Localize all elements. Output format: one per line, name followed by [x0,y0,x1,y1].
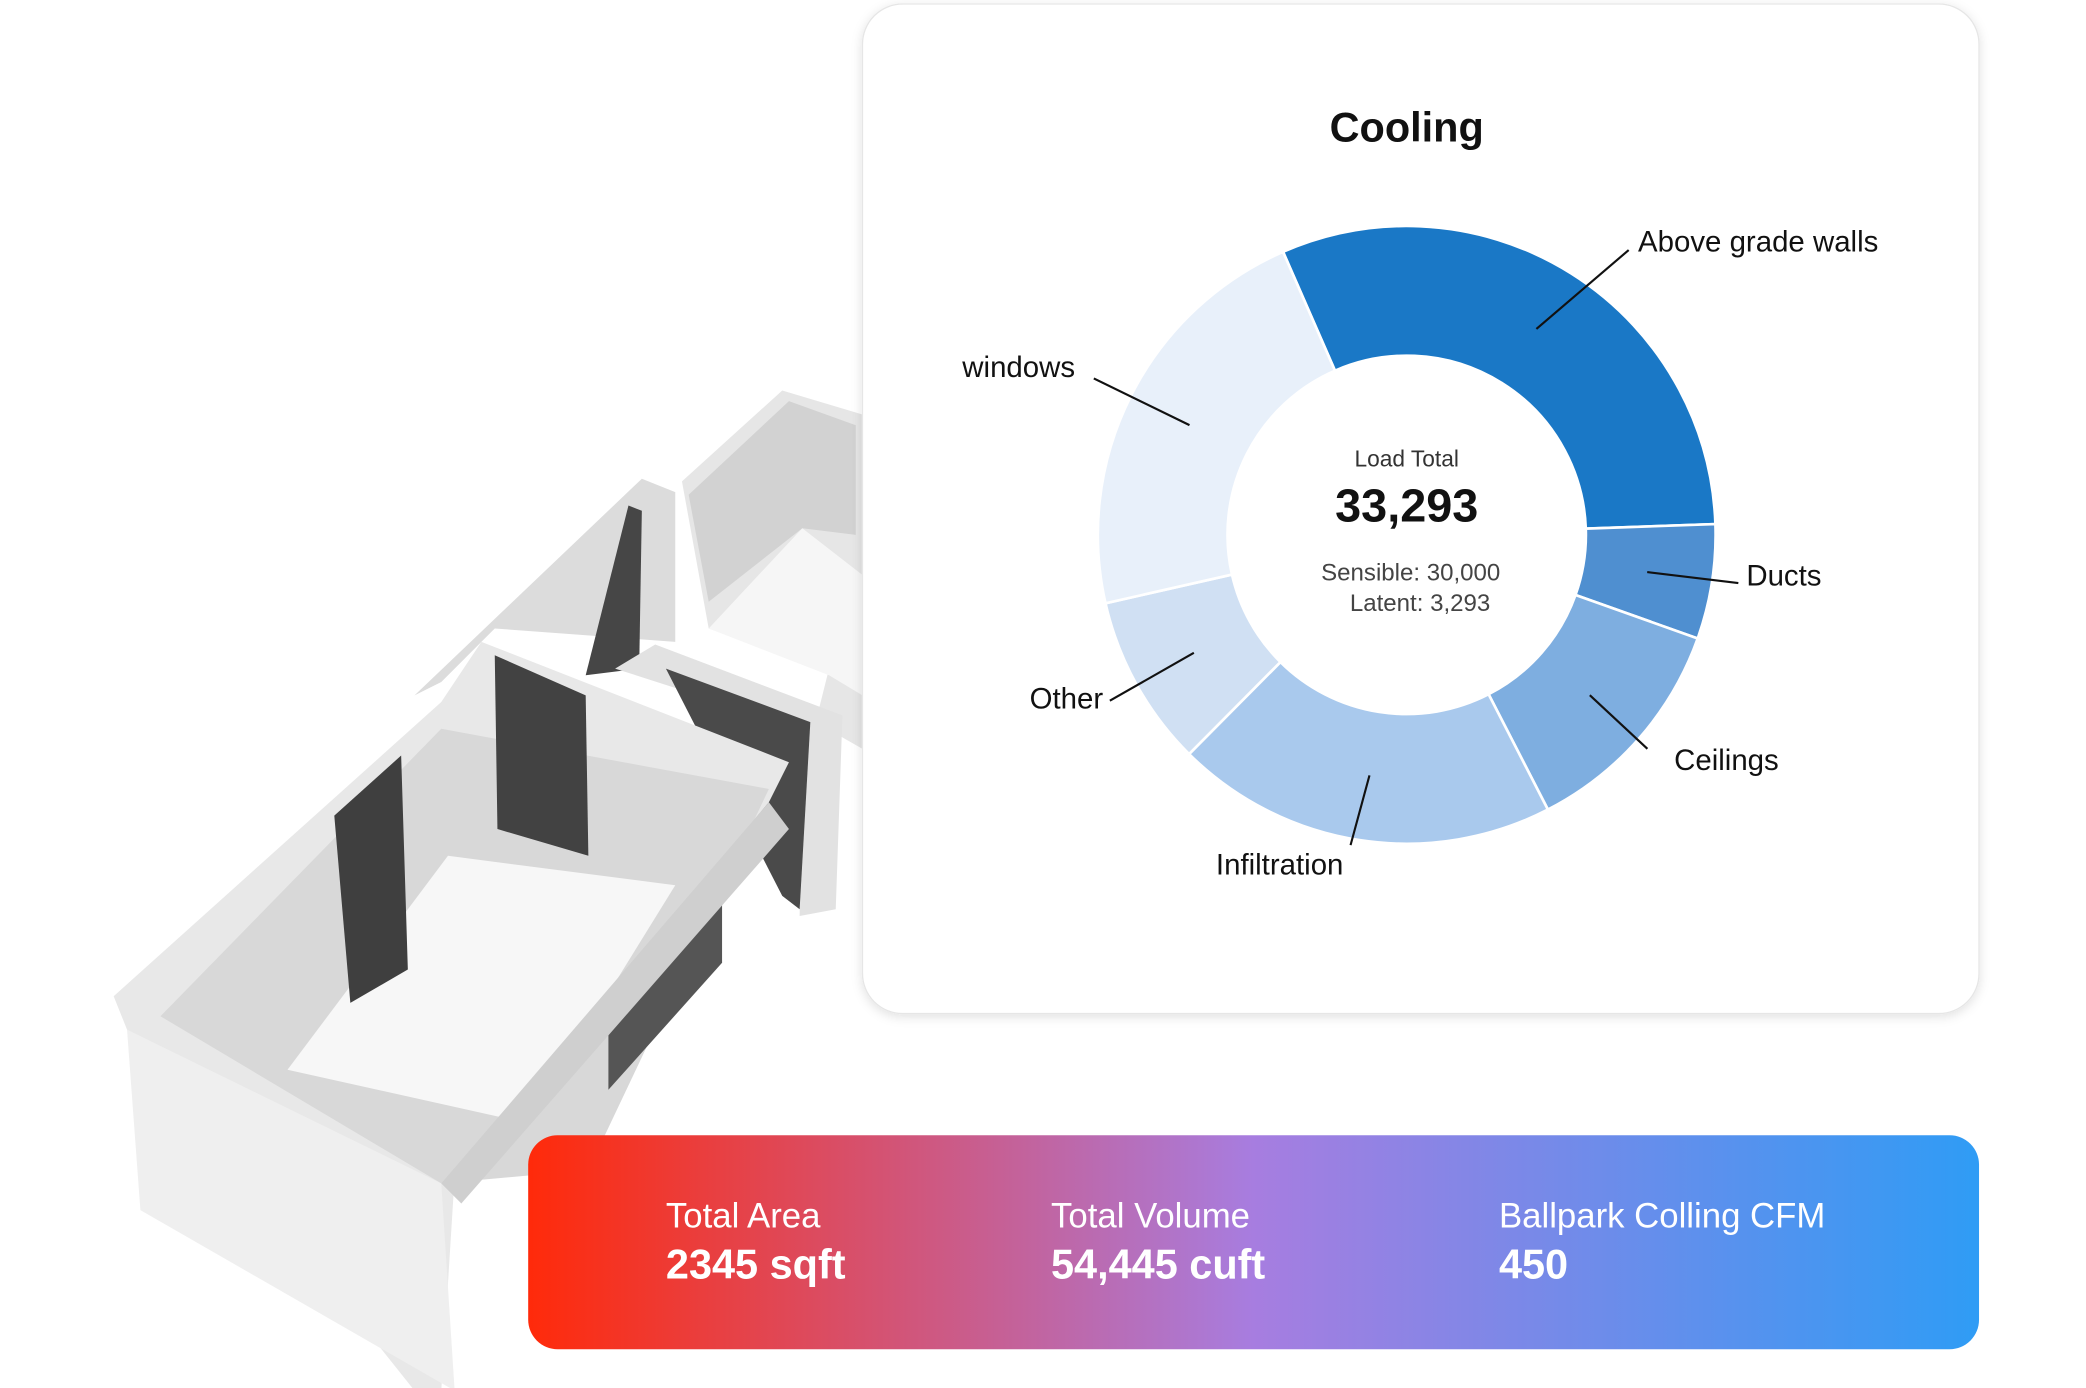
stat-value: 2345 sqft [666,1240,846,1287]
leader-line [1647,571,1739,585]
stat-value: 450 [1499,1240,1568,1287]
leader-line [1589,694,1649,750]
stat-label: Total Area [666,1198,821,1236]
stat-value: 54,445 cuft [1051,1240,1265,1287]
donut-slice [1281,224,1717,531]
slice-label: Infiltration [1216,849,1343,882]
chart-title: Cooling [1330,104,1484,151]
stats: Total Area 2345 sqft Total Volume 54,445 cu… [666,1198,1825,1288]
stat-label: Ballpark Colling CFM [1499,1198,1825,1236]
slice-label: Other [1030,683,1104,716]
slice-label: windows [961,351,1075,384]
center-label: Load Total [1354,446,1458,472]
stats-banner [528,1135,1980,1350]
leader-line [1535,249,1630,330]
leader-line [1093,377,1190,427]
slice-label: Above grade walls [1638,225,1878,258]
stat-label: Total Volume [1051,1198,1250,1236]
leader-line [1349,775,1371,846]
donut: Above grade walls Ducts Ceilings Infiltrati… [961,224,1878,882]
center-sensible: Sensible: 30,000 [1321,559,1500,586]
donut-slice [1187,660,1550,846]
center-total: 33,293 [1335,480,1478,532]
center-latent: Latent: 3,293 [1350,590,1490,617]
donut-slice [1096,250,1337,605]
leader-line [1109,651,1195,702]
floor-plan-illustration [113,390,863,1388]
chart-card [861,3,1980,1015]
slice-label: Ceilings [1674,744,1779,777]
slice-label: Ducts [1746,560,1821,593]
